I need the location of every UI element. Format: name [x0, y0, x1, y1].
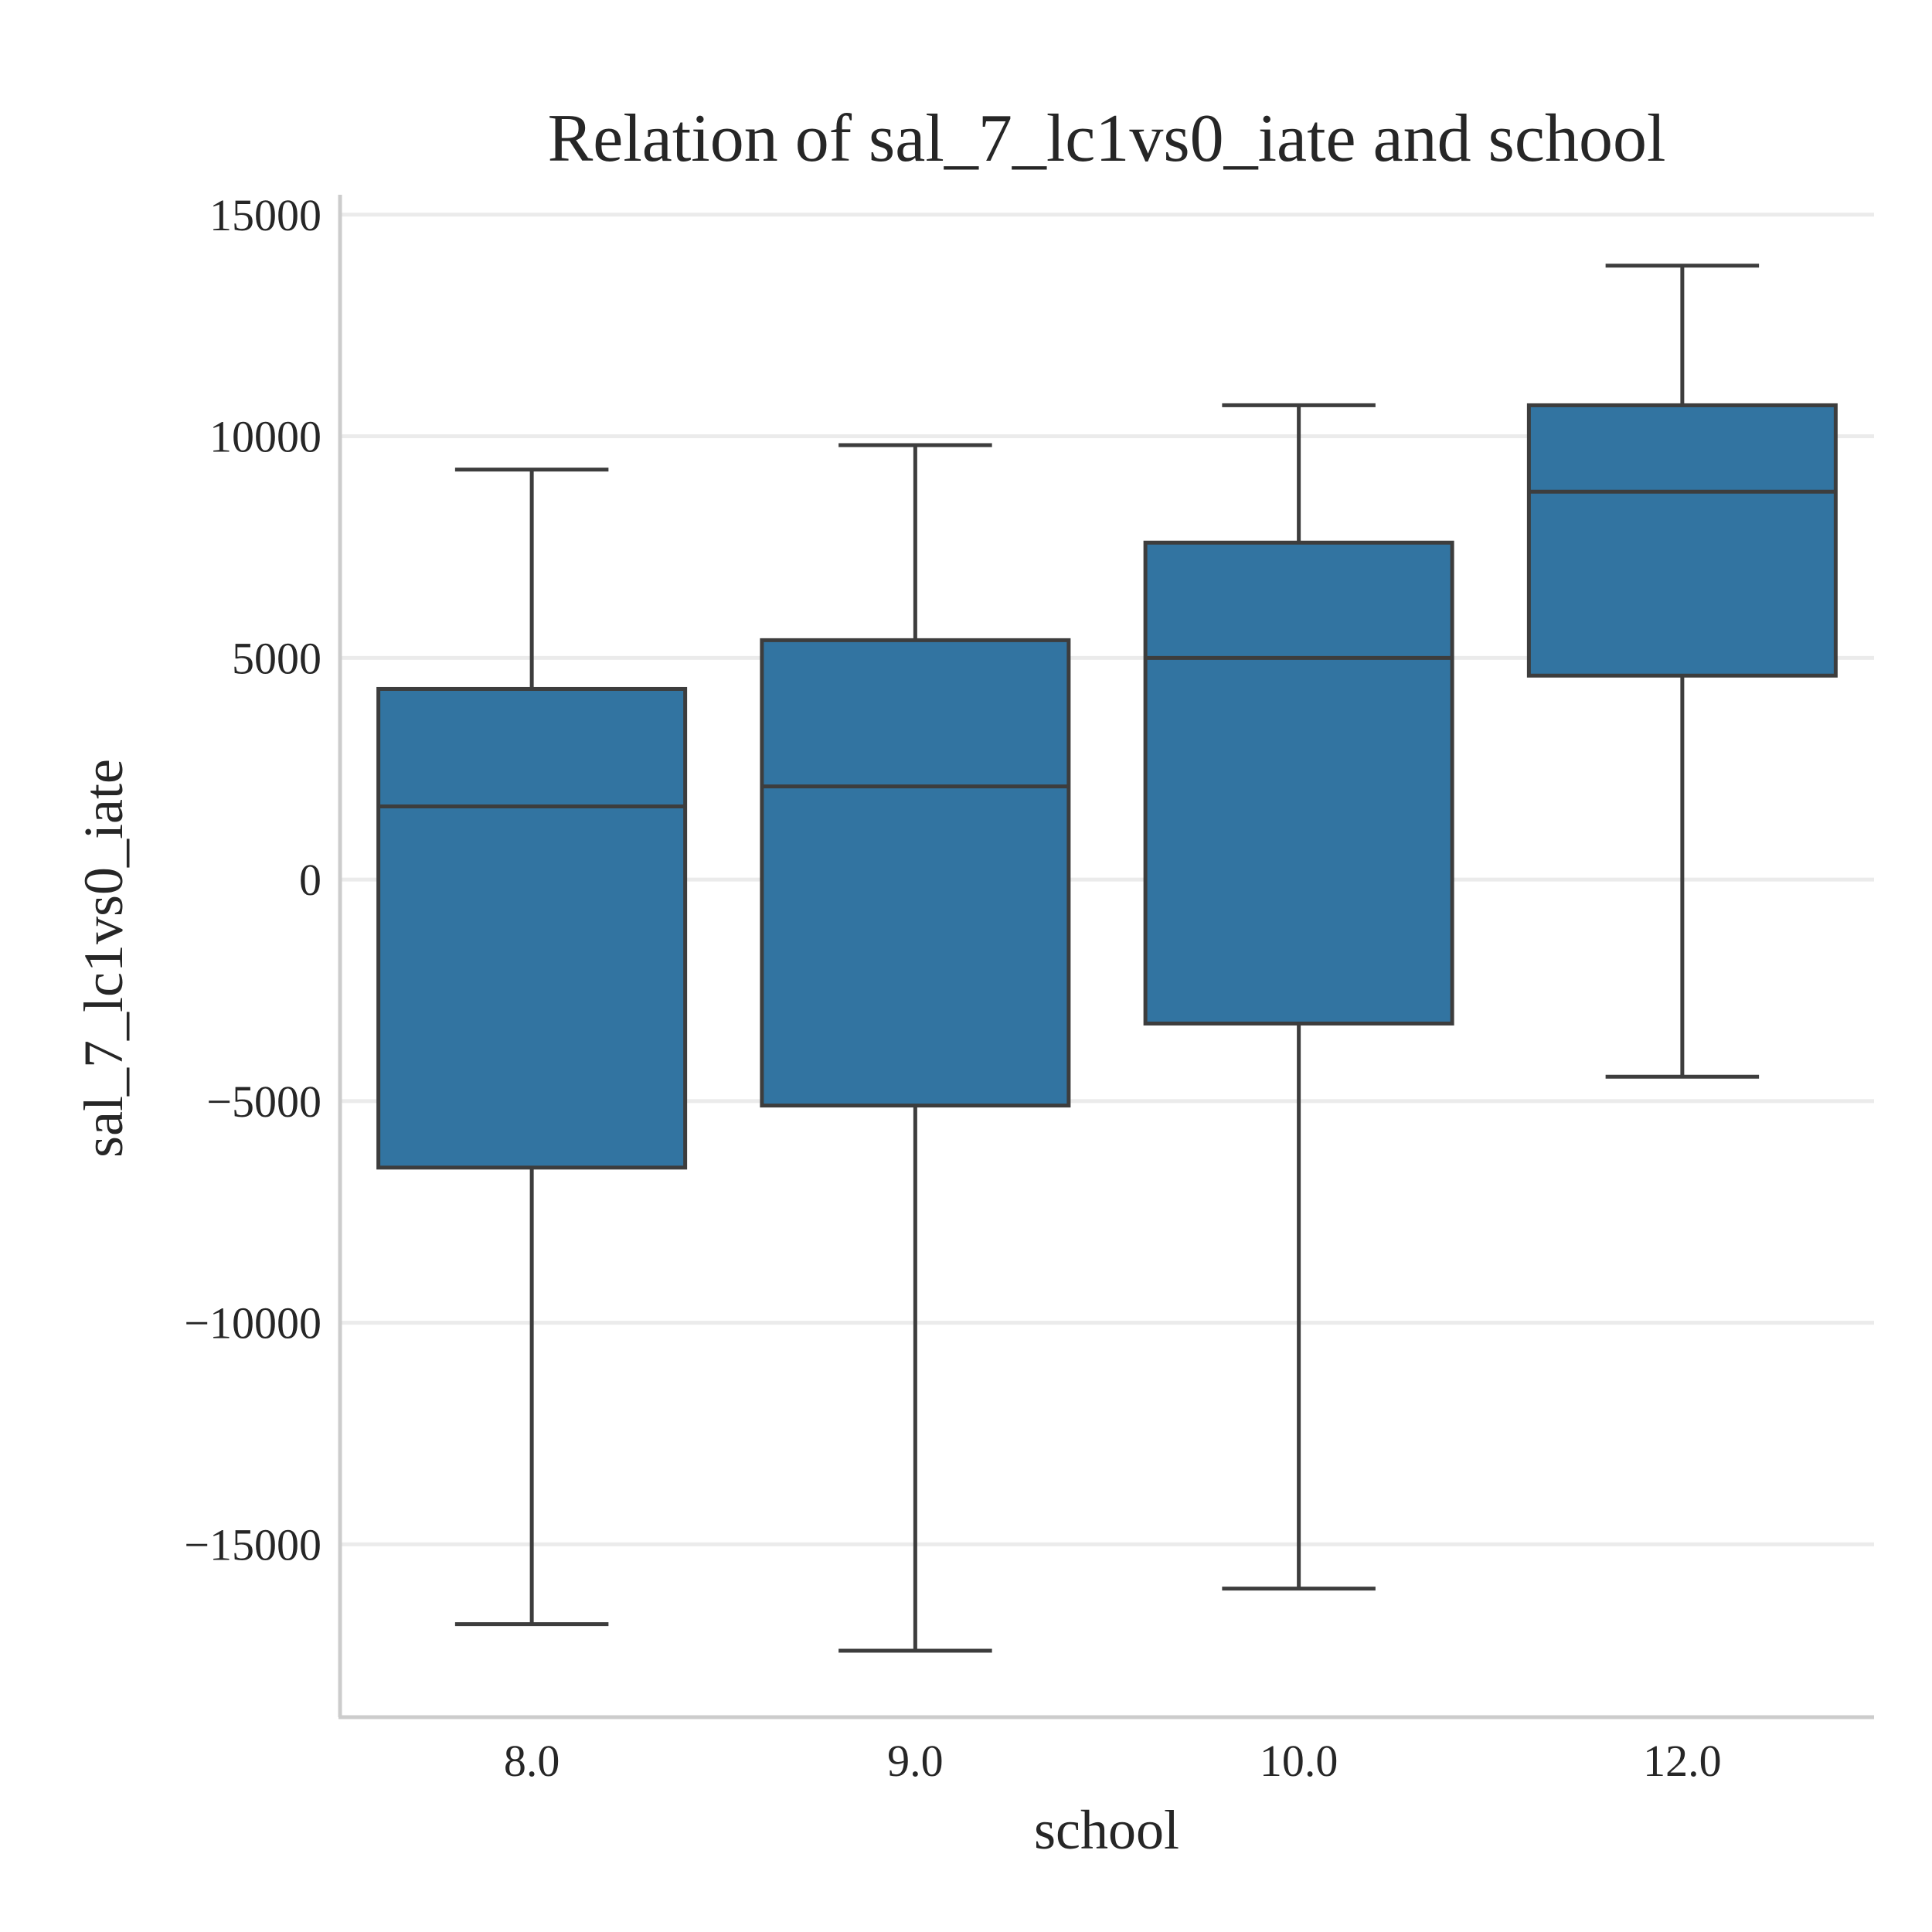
x-tick-label: 8.0 [504, 1736, 560, 1786]
box [760, 638, 1071, 1108]
y-axis-label: sal_7_lc1vs0_iate [73, 759, 134, 1158]
y-tick-label: 5000 [232, 633, 321, 683]
y-tick-labels: 15000 10000 5000 0 −5000 −10000 −15000 [184, 190, 321, 1570]
x-tick-label: 9.0 [887, 1736, 944, 1786]
y-tick-label: 15000 [209, 190, 321, 240]
box-group [1143, 403, 1454, 1591]
box-group [1526, 264, 1838, 1079]
x-tick-label: 12.0 [1643, 1736, 1722, 1786]
x-tick-labels: 8.0 9.0 10.0 12.0 [504, 1736, 1722, 1786]
box-group [760, 443, 1071, 1653]
box-group [376, 468, 688, 1627]
y-tick-label: 0 [299, 855, 321, 905]
y-tick-label: −5000 [206, 1077, 321, 1127]
x-tick-label: 10.0 [1260, 1736, 1338, 1786]
y-tick-label: −15000 [184, 1519, 321, 1570]
y-tick-label: 10000 [209, 412, 321, 462]
box [1526, 403, 1838, 678]
y-tick-label: −10000 [184, 1298, 321, 1349]
chart-title: Relation of sal_7_lc1vs0_iate and school [548, 101, 1666, 176]
box [1143, 540, 1454, 1026]
x-axis-label: school [1034, 1799, 1179, 1861]
box [376, 686, 688, 1170]
boxes [376, 264, 1838, 1653]
